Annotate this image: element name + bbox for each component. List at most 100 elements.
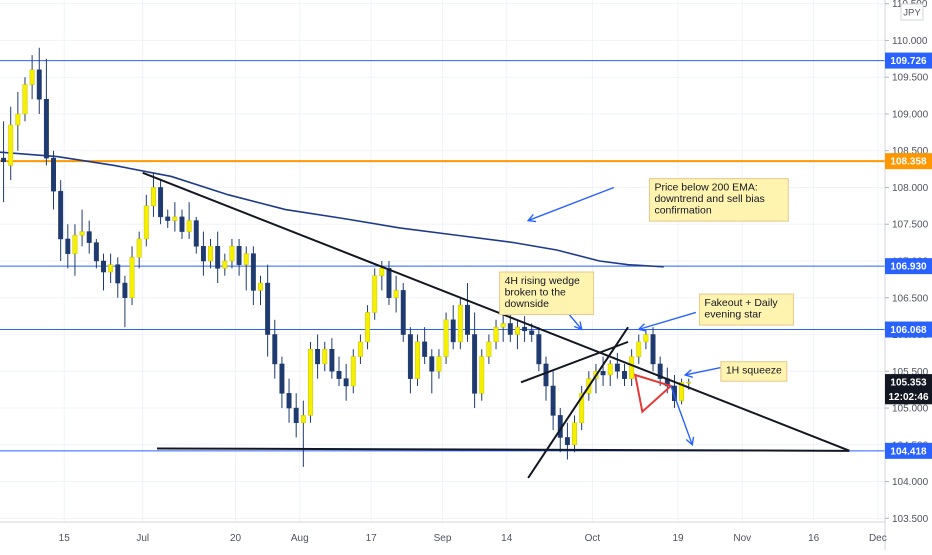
candle-body[interactable]	[379, 268, 385, 276]
candle-body[interactable]	[614, 363, 620, 372]
candle-body[interactable]	[293, 407, 299, 423]
candle-body[interactable]	[315, 348, 321, 365]
candle-body[interactable]	[486, 341, 492, 357]
candle-body[interactable]	[179, 216, 185, 232]
candle-body[interactable]	[136, 238, 142, 258]
candle-body[interactable]	[186, 220, 192, 232]
candle-body[interactable]	[643, 334, 649, 343]
candle-body[interactable]	[236, 246, 242, 265]
candle-body[interactable]	[79, 231, 85, 236]
candle-body[interactable]	[193, 220, 199, 247]
candle-body[interactable]	[1, 157, 7, 162]
annotation-ema[interactable]: Price below 200 EMA:downtrend and sell b…	[648, 178, 789, 222]
candle-body[interactable]	[415, 341, 420, 379]
candle-body[interactable]	[115, 264, 121, 284]
candle-body[interactable]	[215, 246, 221, 269]
candle-body[interactable]	[572, 422, 577, 446]
candle-body[interactable]	[58, 190, 64, 240]
candle-body[interactable]	[272, 334, 278, 365]
candle-body[interactable]	[36, 69, 42, 100]
candle-body[interactable]	[200, 246, 206, 262]
candle-body[interactable]	[386, 268, 392, 299]
candle-body[interactable]	[522, 326, 528, 332]
candle-body[interactable]	[400, 290, 406, 335]
candle-body[interactable]	[564, 437, 570, 446]
candle-body[interactable]	[629, 356, 635, 379]
candle-body[interactable]	[222, 260, 228, 269]
squeeze-arrow[interactable]	[685, 366, 721, 376]
candle-body[interactable]	[636, 341, 642, 357]
candle-body[interactable]	[393, 290, 399, 299]
ema-200-line[interactable]	[0, 151, 664, 268]
fakeout-arrow[interactable]	[638, 311, 697, 331]
candle-body[interactable]	[357, 341, 363, 357]
candle-body[interactable]	[607, 363, 613, 376]
candle-body[interactable]	[336, 371, 342, 379]
candle-body[interactable]	[172, 216, 178, 221]
candle-body[interactable]	[372, 275, 378, 313]
candle-body[interactable]	[208, 246, 214, 262]
candle-body[interactable]	[657, 363, 663, 379]
candle-body[interactable]	[72, 235, 78, 254]
candle-body[interactable]	[679, 382, 685, 401]
candle-body[interactable]	[579, 393, 585, 423]
candle-body[interactable]	[8, 124, 14, 166]
candle-body[interactable]	[279, 363, 285, 394]
candle-body[interactable]	[600, 371, 606, 376]
candle-body[interactable]	[529, 330, 535, 335]
candle-body[interactable]	[429, 356, 435, 372]
candle-body[interactable]	[457, 304, 463, 343]
candle-body[interactable]	[150, 187, 156, 207]
candle-body[interactable]	[507, 323, 513, 335]
candle-body[interactable]	[436, 356, 442, 372]
candle-body[interactable]	[514, 326, 520, 335]
candle-body[interactable]	[265, 282, 271, 335]
candle-body[interactable]	[422, 341, 428, 357]
downtrend-line[interactable]	[142, 171, 850, 452]
candle-body[interactable]	[22, 84, 28, 115]
candle-body[interactable]	[86, 231, 92, 243]
candle-body[interactable]	[93, 242, 99, 262]
support-line[interactable]	[157, 447, 850, 452]
candle-body[interactable]	[165, 216, 171, 221]
candle-body[interactable]	[300, 415, 306, 423]
candle-body[interactable]	[622, 371, 627, 379]
candle-body[interactable]	[479, 356, 485, 394]
candle-body[interactable]	[343, 378, 349, 387]
squeeze-triangle[interactable]	[633, 373, 673, 414]
candle-body[interactable]	[500, 323, 506, 328]
candle-body[interactable]	[550, 385, 556, 416]
candle-body[interactable]	[250, 253, 256, 291]
candle-body[interactable]	[15, 113, 21, 126]
candle-body[interactable]	[101, 260, 106, 273]
wedge-arrow[interactable]	[566, 312, 583, 330]
candle-body[interactable]	[258, 282, 263, 291]
candle-body[interactable]	[108, 264, 114, 273]
candle-body[interactable]	[450, 319, 456, 343]
candle-body[interactable]	[229, 246, 235, 262]
candle-body[interactable]	[308, 348, 313, 416]
candle-body[interactable]	[686, 381, 692, 384]
candle-body[interactable]	[65, 238, 71, 254]
candle-body[interactable]	[43, 99, 49, 159]
candle-body[interactable]	[143, 205, 149, 240]
candle-body[interactable]	[350, 356, 356, 387]
candle-body[interactable]	[536, 334, 542, 365]
candle-body[interactable]	[365, 312, 371, 343]
candle-body[interactable]	[472, 334, 478, 394]
wedge-lower[interactable]	[527, 326, 629, 479]
candle-body[interactable]	[650, 334, 656, 365]
ema-arrow[interactable]	[527, 186, 615, 222]
candle-body[interactable]	[493, 326, 499, 343]
candle-body[interactable]	[243, 253, 249, 265]
candle-body[interactable]	[322, 348, 328, 365]
candle-body[interactable]	[158, 187, 164, 218]
candle-body[interactable]	[29, 69, 35, 85]
annotation-squeeze[interactable]: 1H squeeze	[720, 361, 788, 382]
candle-body[interactable]	[122, 282, 128, 299]
candle-body[interactable]	[129, 257, 135, 299]
